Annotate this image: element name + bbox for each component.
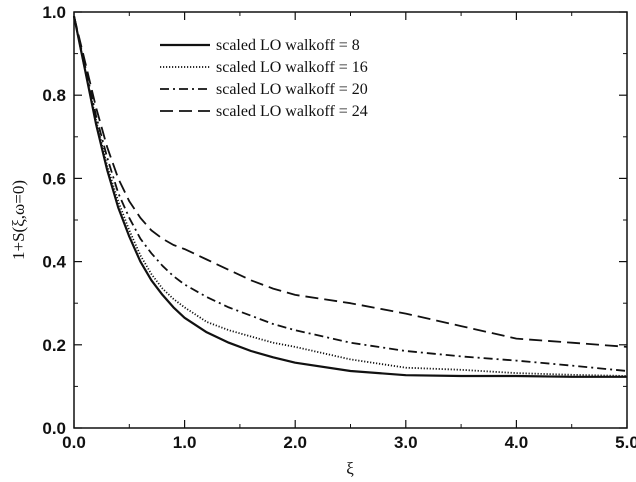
axis-ticks xyxy=(73,11,628,429)
x-tick-label: 1.0 xyxy=(173,433,197,452)
y-tick-label: 0.8 xyxy=(42,86,66,105)
series-line-1 xyxy=(72,15,627,378)
y-axis-title: 1+S(ξ,ω=0) xyxy=(9,180,28,260)
y-tick-label: 0.6 xyxy=(42,169,66,188)
series-lines xyxy=(72,15,628,378)
tick-labels: 0.0 1.0 2.0 3.0 4.0 5.0 0.0 0.2 0.4 0.6 0.8 1.0 xyxy=(42,3,636,452)
series-line-3 xyxy=(73,16,628,372)
y-tick-label: 1.0 xyxy=(42,3,66,22)
x-axis-title: ξ xyxy=(346,459,354,478)
y-tick-label: 0.0 xyxy=(42,419,66,438)
x-tick-label: 4.0 xyxy=(505,433,529,452)
legend-label-2: scaled LO walkoff = 16 xyxy=(216,59,368,76)
legend-label-4: scaled LO walkoff = 24 xyxy=(216,103,368,120)
x-tick-label: 3.0 xyxy=(394,433,418,452)
legend-label-3: scaled LO walkoff = 20 xyxy=(216,81,368,98)
x-tick-label: 2.0 xyxy=(283,433,307,452)
legend: scaled LO walkoff = 8 scaled LO walkoff =… xyxy=(160,37,368,120)
y-tick-label: 0.2 xyxy=(42,336,66,355)
legend-label-1: scaled LO walkoff = 8 xyxy=(216,37,360,54)
y-tick-label: 0.4 xyxy=(42,253,66,272)
x-tick-label: 0.0 xyxy=(62,433,86,452)
series-line-2 xyxy=(73,16,628,377)
x-tick-label: 5.0 xyxy=(615,433,636,452)
